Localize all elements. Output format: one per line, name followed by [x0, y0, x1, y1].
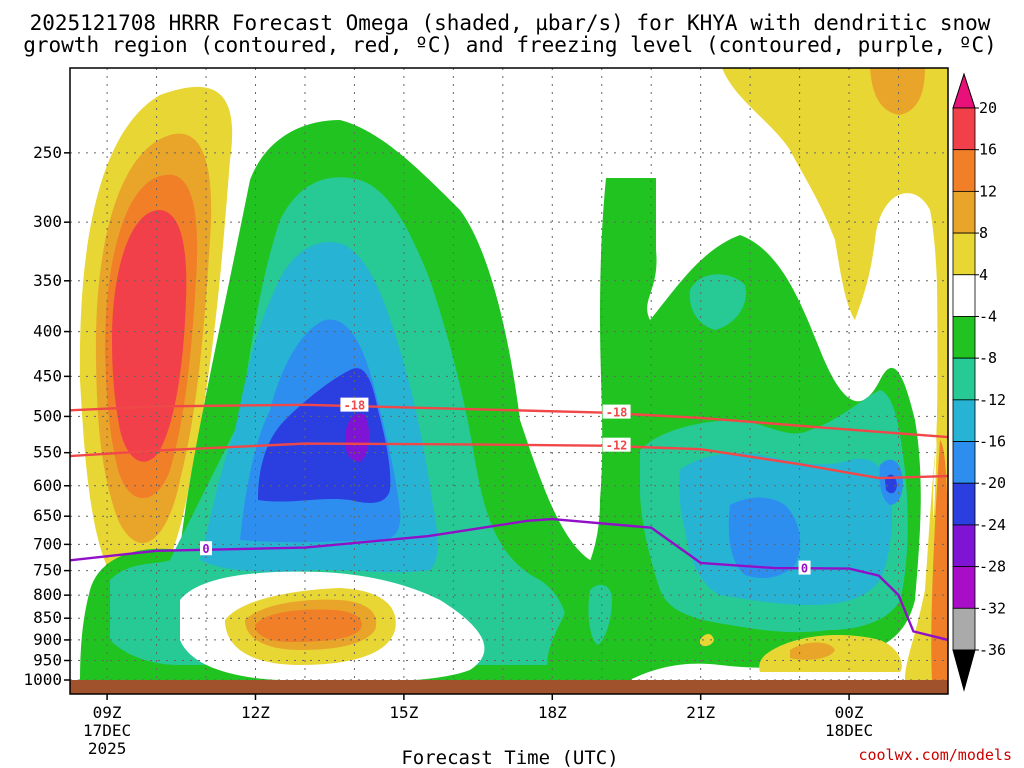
- colorbar-swatch: [952, 399, 976, 442]
- contour-lines: -18 -18 -12 0 0: [70, 397, 948, 642]
- colorbar-tick-label: -8: [979, 349, 997, 367]
- credit-text: coolwx.com/models: [858, 746, 1012, 764]
- y-tick-label: 350: [33, 271, 62, 290]
- colorbar-tick-label: -20: [979, 474, 1006, 492]
- colorbar-swatch: [952, 441, 976, 484]
- y-tick-label: 800: [33, 585, 62, 604]
- colorbar-top-triangle: [952, 72, 976, 109]
- y-tick-label: 550: [33, 443, 62, 462]
- contour-label: 0: [202, 542, 209, 556]
- plot-frame: [69, 67, 949, 695]
- colorbar-swatch: [952, 357, 976, 401]
- omega-rising-upper-right: [722, 68, 948, 680]
- plot-area: -18 -18 -12 0 0: [70, 68, 948, 680]
- colorbar-swatch: [952, 607, 976, 651]
- chart-title-line-2: growth region (contoured, red, ºC) and f…: [23, 33, 997, 57]
- x-axis-label: Forecast Time (UTC): [401, 747, 618, 768]
- colorbar-tick-label: -4: [979, 307, 997, 325]
- colorbar-tick-label: -36: [979, 641, 1006, 659]
- x-tick-label: 12Z: [241, 703, 270, 722]
- ground-surface-bar: [70, 680, 948, 694]
- x-tick-sublabel: 17DEC: [83, 721, 131, 740]
- contour-label-bg: [200, 541, 213, 556]
- contour-label-bg: [602, 437, 631, 452]
- contour-label: 0: [801, 562, 808, 576]
- colorbar-tick-label: -28: [979, 558, 1006, 576]
- colorbar-tick-label: -12: [979, 391, 1006, 409]
- colorbar-tick-label: 8: [979, 224, 988, 242]
- x-tick-label: 18Z: [538, 703, 567, 722]
- y-tick-label: 750: [33, 561, 62, 580]
- grid-lines: [70, 68, 948, 680]
- colorbar-tick-label: 4: [979, 266, 988, 284]
- y-tick-label: 700: [33, 534, 62, 553]
- y-tick-label: 950: [33, 650, 62, 669]
- contour-label: -12: [606, 439, 628, 453]
- colorbar-swatch: [952, 482, 976, 526]
- colorbar-tick-label: 16: [979, 141, 997, 159]
- y-tick-label: 1000: [23, 670, 62, 689]
- colorbar-swatch: [952, 566, 976, 609]
- colorbar-bottom-triangle: [952, 649, 976, 692]
- x-tick-label: 00Z: [835, 703, 864, 722]
- colorbar-swatch: [952, 232, 976, 276]
- x-tick-label: 21Z: [686, 703, 715, 722]
- colorbar-tick-label: 20: [979, 99, 997, 117]
- y-tick-label: 600: [33, 476, 62, 495]
- contour-label-bg: [340, 397, 369, 412]
- colorbar: 20 16 12 8 4 -4 -8 -12 -16 -20 -24 -28 -32 -36: [952, 72, 1006, 692]
- colorbar-tick-label: -24: [979, 516, 1006, 534]
- x-tick-sublabel: 18DEC: [825, 721, 873, 740]
- contour-label-bg: [602, 404, 631, 419]
- colorbar-swatch: [952, 149, 976, 192]
- colorbar-swatch: [952, 107, 976, 151]
- y-tick-label: 400: [33, 322, 62, 341]
- colorbar-tick-label: 12: [979, 182, 997, 200]
- y-tick-label: 500: [33, 406, 62, 425]
- contour-label: -18: [606, 406, 628, 420]
- dendritic-contour--12: [70, 442, 948, 480]
- y-tick-label: 850: [33, 608, 62, 627]
- colorbar-tick-label: -32: [979, 599, 1006, 617]
- x-tick-label: 09Z: [93, 703, 122, 722]
- colorbar-swatch: [952, 316, 976, 359]
- colorbar-tick-label: -16: [979, 433, 1006, 451]
- y-tick-label: 450: [33, 366, 62, 385]
- colorbar-swatch: [952, 274, 976, 317]
- colorbar-swatch: [952, 190, 976, 234]
- contour-label-bg: [798, 560, 811, 575]
- x-tick-sublabel: 2025: [88, 739, 127, 758]
- y-axis-pressure: 250 300 350 400 450 500 550 600 650 700 750 800 850 9…: [23, 143, 70, 689]
- y-tick-label: 300: [33, 212, 62, 231]
- omega-rising-plume-left: [79, 86, 233, 594]
- y-tick-label: 900: [33, 630, 62, 649]
- y-tick-label: 250: [33, 143, 62, 162]
- colorbar-swatch: [952, 524, 976, 568]
- chart-title-line-1: 2025121708 HRRR Forecast Omega (shaded, …: [30, 11, 991, 35]
- dendritic-contour--18: [70, 403, 948, 439]
- freezing-contour-0: [70, 517, 948, 642]
- y-tick-label: 650: [33, 506, 62, 525]
- x-tick-label: 15Z: [389, 703, 418, 722]
- omega-rising-low-level: [180, 571, 485, 680]
- contour-label: -18: [344, 399, 366, 413]
